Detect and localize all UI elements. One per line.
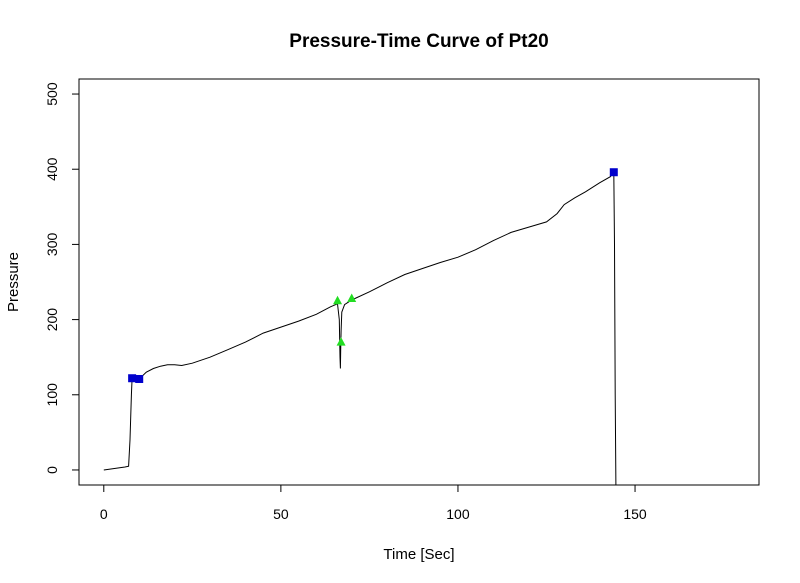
marker-square [609, 168, 618, 177]
marker-triangle [336, 337, 346, 346]
plot-frame [78, 78, 760, 486]
y-tick-label: 200 [44, 308, 60, 332]
x-tick-label: 150 [623, 506, 647, 522]
marker-square [135, 374, 144, 383]
pressure-series-line [103, 170, 617, 486]
y-tick-label: 100 [44, 383, 60, 407]
y-axis-label: Pressure [5, 252, 22, 312]
marker-triangle [333, 295, 343, 305]
series-layer [103, 170, 617, 486]
y-tick-label: 300 [44, 233, 60, 257]
y-axis: 0 100 200 300 400 500 [44, 82, 80, 474]
y-tick-label: 0 [44, 466, 60, 474]
y-tick-label: 400 [44, 157, 60, 181]
marker-square [128, 374, 137, 383]
x-axis-label: Time [Sec] [383, 546, 454, 563]
x-axis: 0 50 100 150 [100, 484, 647, 522]
chart-title: Pressure-Time Curve of Pt20 [289, 31, 548, 52]
x-tick-label: 50 [273, 506, 289, 522]
marker-triangle [347, 293, 357, 303]
x-tick-label: 100 [446, 506, 470, 522]
y-tick-label: 500 [44, 82, 60, 106]
x-tick-label: 0 [100, 506, 108, 522]
marker-layer [128, 168, 618, 383]
